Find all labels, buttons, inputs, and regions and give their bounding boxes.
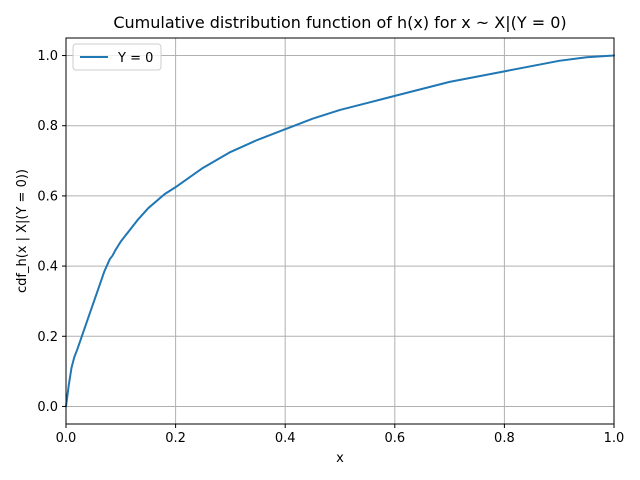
chart-title: Cumulative distribution function of h(x)… (113, 13, 566, 32)
x-tick-label: 0.4 (275, 431, 296, 446)
y-tick-label: 0.4 (37, 260, 58, 275)
x-tick-label: 1.0 (604, 431, 625, 446)
y-tick-label: 0.6 (37, 189, 58, 204)
x-tick-label: 0.8 (494, 431, 515, 446)
series-layer (65, 54, 615, 408)
y-axis-label: cdf_h(x | X|(Y = 0)) (15, 169, 30, 293)
series-line-y0 (65, 54, 615, 408)
legend-label-y0: Y = 0 (117, 51, 153, 66)
legend: Y = 0 (72, 43, 162, 71)
x-tick-label: 0.2 (165, 431, 186, 446)
y-tick-label: 0.8 (37, 119, 58, 134)
ticks: 0.0 0.2 0.4 0.6 0.8 1.0 0.0 0.2 0.4 0.6 0.8 1.0 (37, 49, 624, 446)
x-tick-label: 0.0 (56, 431, 77, 446)
y-tick-label: 1.0 (37, 49, 58, 64)
legend-box (72, 43, 162, 71)
plot-frame (65, 37, 615, 425)
x-tick-label: 0.6 (384, 431, 405, 446)
x-axis-label: x (336, 451, 344, 466)
y-tick-label: 0.0 (37, 400, 58, 415)
y-tick-label: 0.2 (37, 330, 58, 345)
